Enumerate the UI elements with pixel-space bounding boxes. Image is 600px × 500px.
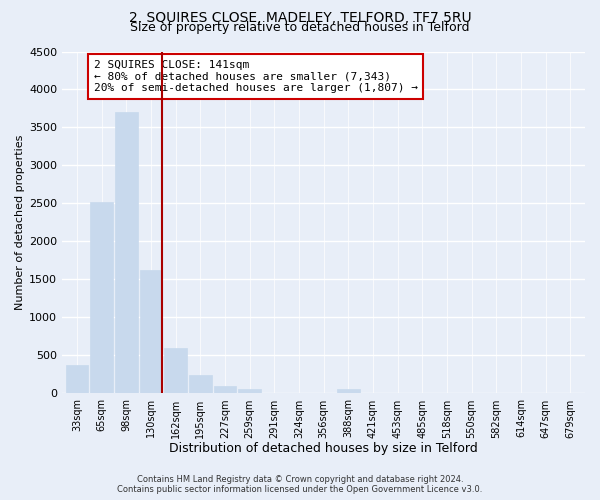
Bar [140, 270, 162, 394]
Bar [90, 202, 113, 394]
X-axis label: Distribution of detached houses by size in Telford: Distribution of detached houses by size … [169, 442, 478, 455]
Bar [65, 365, 88, 394]
Bar [214, 386, 236, 394]
Text: Contains HM Land Registry data © Crown copyright and database right 2024.
Contai: Contains HM Land Registry data © Crown c… [118, 474, 482, 494]
Text: 2 SQUIRES CLOSE: 141sqm
← 80% of detached houses are smaller (7,343)
20% of semi: 2 SQUIRES CLOSE: 141sqm ← 80% of detache… [94, 60, 418, 93]
Bar [115, 112, 137, 394]
Bar [189, 375, 212, 394]
Bar [337, 390, 359, 394]
Y-axis label: Number of detached properties: Number of detached properties [15, 135, 25, 310]
Bar [164, 348, 187, 394]
Bar [238, 390, 261, 394]
Text: 2, SQUIRES CLOSE, MADELEY, TELFORD, TF7 5RU: 2, SQUIRES CLOSE, MADELEY, TELFORD, TF7 … [128, 11, 472, 25]
Text: Size of property relative to detached houses in Telford: Size of property relative to detached ho… [130, 21, 470, 34]
